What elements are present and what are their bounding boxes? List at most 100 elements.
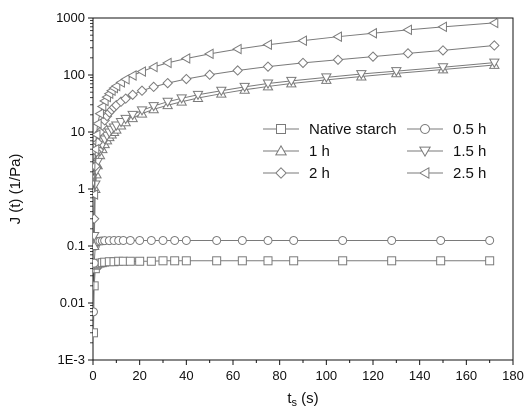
- series-layer: [93, 18, 500, 338]
- x-axis-title-unit: (s): [297, 390, 319, 407]
- data-point: [215, 86, 227, 97]
- data-point: [338, 256, 348, 266]
- data-point: [402, 24, 412, 36]
- data-point: [262, 79, 274, 90]
- legend-marker: [418, 166, 430, 180]
- data-point: [158, 235, 168, 245]
- data-point: [127, 89, 138, 101]
- data-point: [232, 43, 242, 55]
- data-point: [93, 143, 100, 155]
- data-point: [212, 235, 222, 245]
- data-point: [148, 61, 158, 73]
- data-point: [489, 40, 500, 51]
- data-point: [135, 235, 145, 245]
- data-point: [110, 121, 122, 132]
- data-point: [93, 129, 101, 141]
- data-point: [181, 256, 191, 266]
- data-point: [136, 66, 146, 78]
- data-point: [488, 18, 499, 29]
- data-point: [93, 189, 99, 200]
- series-line: [93, 260, 490, 333]
- data-point: [332, 31, 342, 43]
- data-point: [158, 256, 168, 266]
- legend-item: 1 h: [263, 143, 330, 160]
- y-tick-label: 100: [63, 67, 85, 82]
- data-point: [387, 235, 397, 245]
- y-tick-label: 1E-3: [58, 352, 85, 367]
- data-point: [355, 70, 367, 80]
- data-point: [146, 256, 156, 266]
- y-tick-label: 1: [78, 181, 85, 196]
- data-point: [367, 27, 377, 39]
- x-tick-label: 0: [89, 368, 96, 383]
- data-point: [136, 106, 148, 116]
- series-line: [93, 44, 495, 219]
- legend-marker: [274, 144, 288, 156]
- data-point: [170, 235, 180, 245]
- series-line: [93, 239, 490, 312]
- data-point: [180, 53, 191, 64]
- data-point: [93, 240, 100, 250]
- data-point: [120, 93, 131, 104]
- legend-item: 1.5 h: [407, 143, 486, 160]
- data-point: [332, 54, 344, 66]
- y-axis-ticks: 1E-3 0.01 0.1 1 10 100 1000: [56, 10, 93, 367]
- data-point: [320, 73, 332, 83]
- data-point: [263, 256, 273, 266]
- data-point: [93, 328, 98, 338]
- data-point: [204, 48, 214, 60]
- legend-label: 2.5 h: [453, 165, 486, 182]
- y-tick-label: 10: [71, 124, 85, 139]
- data-point: [437, 21, 447, 33]
- y-axis-title: J (t) (1/Pa): [7, 154, 24, 225]
- data-point: [263, 235, 273, 245]
- x-axis-title-subscript: s: [292, 397, 298, 409]
- data-point: [237, 256, 247, 266]
- x-axis-title: ts (s): [287, 390, 318, 409]
- legend-label: 1 h: [309, 143, 330, 160]
- data-point: [176, 94, 188, 104]
- data-point: [390, 67, 402, 77]
- data-point: [402, 48, 414, 59]
- data-point: [115, 118, 127, 128]
- data-point: [192, 90, 204, 101]
- legend: Native starch 0.5 h 1 h 1.5 h 2 h 2.5 h: [263, 121, 486, 182]
- data-point: [146, 235, 156, 245]
- y-tick-label: 0.1: [67, 238, 85, 253]
- data-point: [96, 101, 107, 112]
- data-point: [485, 256, 495, 266]
- data-point: [94, 108, 104, 120]
- x-tick-label: 180: [502, 368, 524, 383]
- data-point: [136, 85, 148, 97]
- data-point: [204, 69, 215, 81]
- data-point: [125, 256, 135, 266]
- data-point: [239, 82, 251, 93]
- series-1: [93, 256, 495, 338]
- data-point: [232, 65, 243, 76]
- x-tick-label: 20: [132, 368, 146, 383]
- data-point: [262, 61, 274, 72]
- data-point: [237, 235, 247, 245]
- y-tick-label: 0.01: [60, 295, 85, 310]
- data-point: [338, 235, 348, 245]
- x-tick-label: 160: [455, 368, 477, 383]
- legend-marker: [275, 167, 287, 179]
- data-point: [289, 235, 299, 245]
- data-point: [162, 57, 172, 69]
- data-point: [120, 73, 130, 85]
- data-point: [437, 63, 449, 73]
- series-5: [93, 40, 500, 225]
- data-point: [262, 39, 272, 51]
- data-point: [437, 45, 449, 56]
- data-point: [135, 256, 145, 266]
- data-point: [93, 213, 100, 225]
- data-point: [285, 76, 297, 87]
- data-point: [181, 235, 191, 245]
- legend-item: 2.5 h: [407, 165, 486, 182]
- x-tick-label: 140: [409, 368, 431, 383]
- legend-marker: [420, 124, 430, 134]
- data-point: [127, 110, 139, 121]
- data-point: [93, 232, 100, 242]
- legend-marker: [418, 146, 432, 158]
